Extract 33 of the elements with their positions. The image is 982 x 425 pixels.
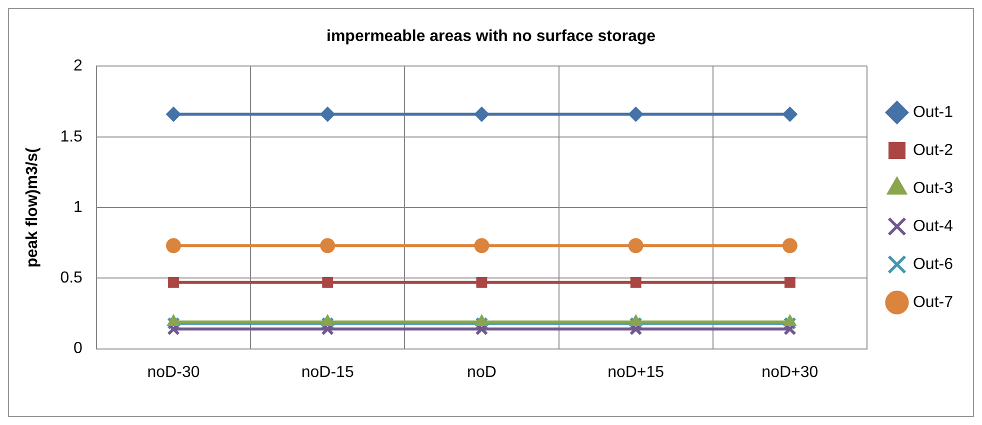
- chart-title: impermeable areas with no surface storage: [326, 28, 656, 46]
- point: [628, 238, 644, 254]
- x-tick-label: noD: [467, 364, 496, 381]
- y-tick-label: 2: [74, 58, 83, 75]
- point: [322, 276, 334, 288]
- legend-label: Out-6: [912, 256, 954, 273]
- legend-label: Out-1: [912, 104, 954, 121]
- legend-label: Out-7: [912, 294, 954, 311]
- legend-label: Out-3: [912, 180, 954, 197]
- legend-label: Out-2: [912, 142, 954, 159]
- y-tick-label: 1.5: [60, 128, 83, 146]
- point: [782, 106, 798, 122]
- point: [166, 106, 181, 122]
- point: [782, 238, 798, 254]
- x-tick-label: noD-15: [301, 364, 354, 381]
- y-axis-title: peak flow)m3/s(: [24, 146, 42, 268]
- point: [168, 276, 179, 288]
- point: [476, 276, 488, 288]
- point: [630, 276, 642, 288]
- point: [784, 276, 796, 288]
- point: [166, 238, 181, 254]
- y-tick-label: 0.5: [60, 270, 83, 287]
- y-tick-label: 0: [74, 340, 83, 358]
- point: [320, 106, 336, 122]
- point: [628, 106, 644, 122]
- point: [474, 238, 490, 254]
- x-tick-label: noD+15: [608, 364, 664, 381]
- x-tick-label: noD+30: [762, 364, 818, 381]
- legend-label: Out-4: [912, 218, 954, 235]
- point: [320, 238, 336, 254]
- x-tick-label: noD-30: [147, 364, 200, 381]
- point: [474, 106, 490, 122]
- y-tick-label: 1: [74, 198, 83, 216]
